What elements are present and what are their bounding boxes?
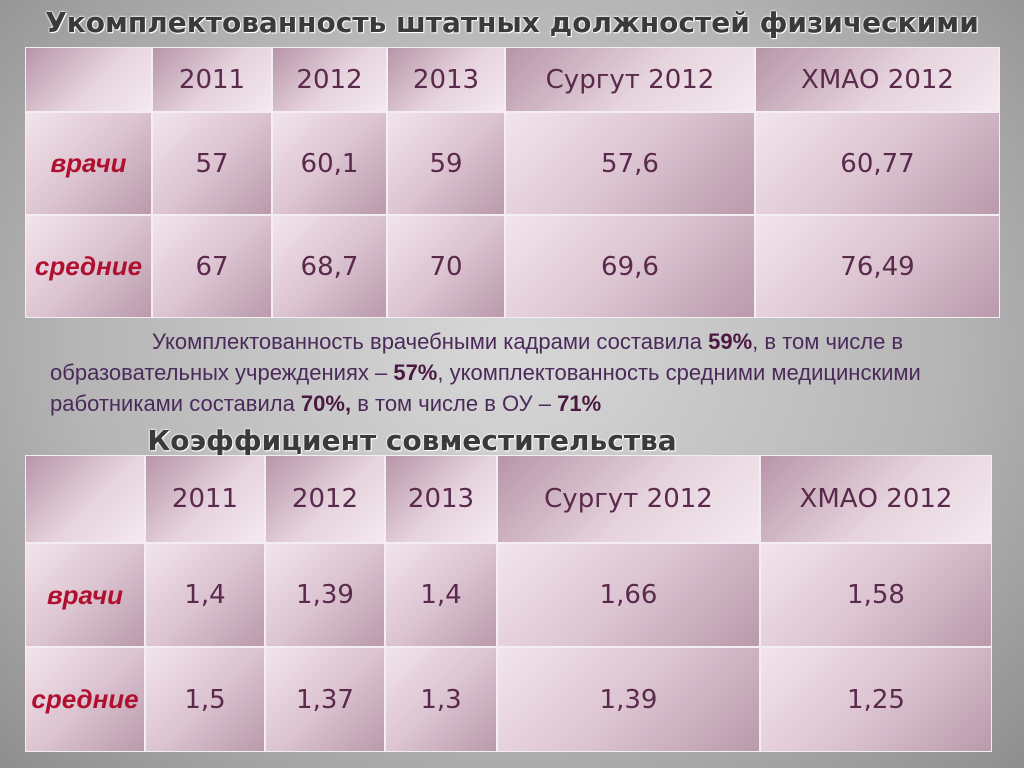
data-cell: 1,58: [760, 543, 992, 647]
data-cell: 1,4: [145, 543, 265, 647]
cell-text: 1,39: [296, 580, 354, 610]
row-label: врачи: [25, 112, 152, 215]
cell-text: средние: [34, 251, 143, 281]
cell-text: 1,4: [184, 580, 226, 610]
data-cell: 1,5: [145, 647, 265, 752]
cell-text: средние: [31, 684, 139, 714]
cell-text: 2012: [296, 64, 363, 95]
cell-text: 67: [195, 251, 229, 282]
row-label: средние: [25, 647, 145, 752]
cell-text: врачи: [50, 148, 127, 178]
cell-text: 1,4: [420, 580, 462, 610]
text: Укомплектованность врачебными кадрами со…: [152, 329, 709, 354]
header-cell: 2011: [152, 47, 272, 112]
text: , укомплектованность средними медицински…: [50, 360, 921, 416]
cell-text: 60,77: [840, 148, 915, 179]
data-cell: 57: [152, 112, 272, 215]
cell-text: 1,3: [420, 684, 462, 715]
header-cell: Сургут 2012: [505, 47, 755, 112]
cell-text: 57,6: [601, 148, 659, 179]
cell-text: 2012: [291, 484, 359, 514]
header-cell: 2012: [272, 47, 387, 112]
bold-text: 71%: [557, 391, 602, 416]
data-cell: 1,25: [760, 647, 992, 752]
data-cell: 70: [387, 215, 505, 318]
cell-text: 1,5: [184, 684, 226, 715]
cell-text: ХМАО 2012: [801, 64, 954, 95]
header-cell: 2013: [385, 455, 497, 543]
cell-text: 1,25: [847, 684, 905, 715]
data-cell: 60,1: [272, 112, 387, 215]
header-cell: 2011: [145, 455, 265, 543]
cell-text: Сургут 2012: [544, 484, 713, 514]
bold-text: 59%: [708, 329, 753, 354]
cell-text: 1,39: [599, 684, 658, 715]
data-cell: 1,37: [265, 647, 385, 752]
row-label: врачи: [25, 543, 145, 647]
bold-text: 57%: [393, 360, 438, 385]
header-cell: 2013: [387, 47, 505, 112]
cell-text: врачи: [46, 579, 124, 610]
data-cell: 57,6: [505, 112, 755, 215]
cell-text: ХМАО 2012: [799, 484, 953, 514]
data-cell: 60,77: [755, 112, 1000, 215]
corner-cell: [25, 47, 152, 112]
cell-text: 69,6: [601, 251, 659, 282]
row-label: средние: [25, 215, 152, 318]
data-cell: 1,39: [265, 543, 385, 647]
cell-text: 2011: [178, 64, 246, 95]
data-cell: 59: [387, 112, 505, 215]
data-cell: 1,39: [497, 647, 760, 752]
data-cell: 1,4: [385, 543, 497, 647]
cell-text: 2013: [412, 64, 480, 95]
cell-text: 59: [429, 148, 463, 179]
paragraph: Укомплектованность врачебными кадрами со…: [50, 326, 990, 419]
cell-text: 1,37: [296, 684, 354, 715]
data-cell: 68,7: [272, 215, 387, 318]
cell-text: 68,7: [300, 251, 359, 282]
cell-text: 60,1: [300, 148, 359, 179]
data-cell: 69,6: [505, 215, 755, 318]
cell-text: 76,49: [840, 251, 915, 282]
cell-text: 2013: [407, 484, 475, 514]
cell-text: Сургут 2012: [545, 64, 715, 95]
header-cell: Сургут 2012: [497, 455, 760, 543]
data-cell: 1,66: [497, 543, 760, 647]
data-cell: 1,3: [385, 647, 497, 752]
header-cell: ХМАО 2012: [760, 455, 992, 543]
corner-cell: [25, 455, 145, 543]
header-cell: ХМАО 2012: [755, 47, 1000, 112]
subtitle: Коэффициент совместительства: [147, 424, 677, 457]
cell-text: 2011: [171, 484, 239, 514]
text: , в том числе в образовательных учрежден…: [50, 329, 904, 385]
data-cell: 67: [152, 215, 272, 318]
cell-text: 1,58: [847, 580, 905, 610]
bold-text: 70%,: [300, 391, 352, 416]
data-cell: 76,49: [755, 215, 1000, 318]
header-cell: 2012: [265, 455, 385, 543]
cell-text: 70: [429, 251, 463, 282]
text: в том числе в ОУ –: [351, 391, 558, 416]
cell-text: 1,66: [599, 580, 658, 610]
cell-text: 57: [195, 148, 229, 179]
